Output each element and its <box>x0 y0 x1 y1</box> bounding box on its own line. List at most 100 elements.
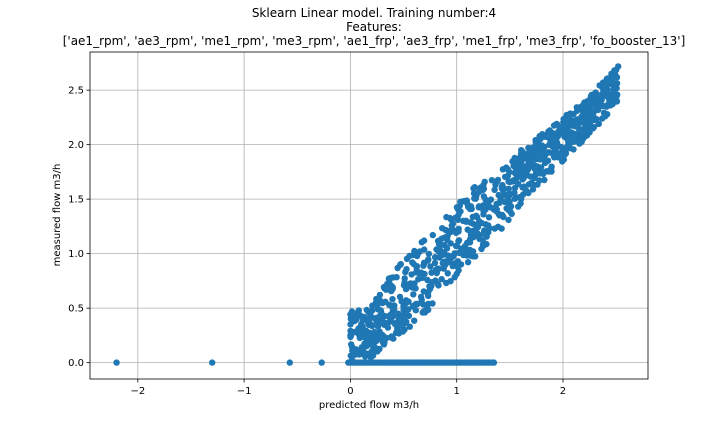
data-point <box>587 97 595 105</box>
y-tick-label: 0.0 <box>68 358 84 369</box>
data-point <box>467 236 474 243</box>
data-point <box>609 100 616 108</box>
data-point <box>384 324 392 331</box>
data-point <box>474 214 481 221</box>
data-point <box>594 92 601 99</box>
data-point <box>402 268 409 276</box>
data-point <box>411 247 418 255</box>
data-point <box>586 121 594 128</box>
data-point <box>600 84 608 92</box>
data-point <box>410 291 417 298</box>
y-tick-label: 2.0 <box>68 140 84 151</box>
data-point <box>420 301 427 308</box>
data-point <box>464 259 472 266</box>
data-point <box>360 348 367 355</box>
data-point <box>498 183 506 191</box>
data-point <box>347 327 354 335</box>
data-point <box>534 148 541 155</box>
x-axis-label: predicted flow m3/h <box>319 400 419 411</box>
data-point <box>393 274 400 281</box>
data-point <box>532 139 540 147</box>
data-point <box>455 237 463 244</box>
data-point <box>493 200 500 208</box>
data-point <box>406 323 413 330</box>
data-point <box>493 178 501 185</box>
data-point <box>565 130 572 137</box>
data-point <box>595 120 602 128</box>
data-point <box>583 132 591 139</box>
data-point <box>600 109 608 117</box>
data-point <box>417 293 425 301</box>
data-point <box>395 316 403 323</box>
data-point <box>376 291 384 299</box>
data-point <box>373 295 380 303</box>
data-point <box>529 149 536 157</box>
data-point <box>425 306 432 313</box>
data-point <box>447 278 454 285</box>
data-point <box>348 341 355 348</box>
data-point <box>576 138 583 145</box>
data-point <box>431 254 439 261</box>
data-point <box>532 162 539 170</box>
data-point <box>355 324 363 332</box>
data-point <box>472 221 479 229</box>
data-point <box>500 191 507 198</box>
data-point <box>425 292 432 300</box>
chart-title: Sklearn Linear model. Training number:4 … <box>63 6 686 48</box>
data-point <box>385 275 393 282</box>
data-point <box>405 312 413 319</box>
data-point <box>318 359 325 366</box>
data-point <box>435 282 442 289</box>
data-point <box>434 237 442 245</box>
plot-frame <box>89 51 649 380</box>
data-point <box>348 356 356 364</box>
data-point <box>388 287 395 295</box>
data-point <box>467 252 474 259</box>
data-point <box>505 185 512 192</box>
data-point <box>408 271 415 278</box>
data-point <box>494 223 502 230</box>
data-point <box>391 320 399 328</box>
data-point <box>371 328 378 336</box>
data-point <box>553 144 560 151</box>
data-point <box>429 231 436 239</box>
data-point <box>405 306 412 313</box>
data-point <box>527 173 534 180</box>
data-point <box>447 240 454 247</box>
data-point <box>532 169 540 176</box>
data-point <box>460 217 467 224</box>
data-point <box>595 106 602 114</box>
data-point <box>357 333 365 341</box>
data-point <box>566 140 574 147</box>
data-point <box>385 313 392 320</box>
data-point <box>475 203 483 210</box>
data-point <box>480 193 488 200</box>
y-axis-label: measured flow m3/h <box>52 164 63 267</box>
data-point <box>541 176 548 184</box>
data-point <box>576 128 584 135</box>
data-point <box>487 204 494 211</box>
data-point <box>485 214 493 221</box>
data-point <box>438 276 445 283</box>
data-point <box>521 166 528 173</box>
x-tick-label: 2 <box>560 386 566 397</box>
data-point <box>579 116 587 124</box>
data-point <box>368 341 376 349</box>
y-tick-label: 0.5 <box>68 304 84 315</box>
data-point <box>515 180 522 188</box>
data-point <box>364 334 371 341</box>
data-point <box>544 157 552 164</box>
data-point <box>435 248 442 255</box>
data-point <box>522 186 529 194</box>
data-point <box>586 115 593 122</box>
data-point <box>387 282 395 289</box>
data-point <box>611 74 618 81</box>
data-point <box>588 107 595 115</box>
data-point <box>539 131 546 138</box>
data-point <box>505 216 512 224</box>
data-point <box>487 196 495 203</box>
title-line-2: Features: <box>346 20 402 34</box>
data-point <box>470 190 478 197</box>
data-point <box>505 178 512 185</box>
data-point <box>452 242 460 250</box>
